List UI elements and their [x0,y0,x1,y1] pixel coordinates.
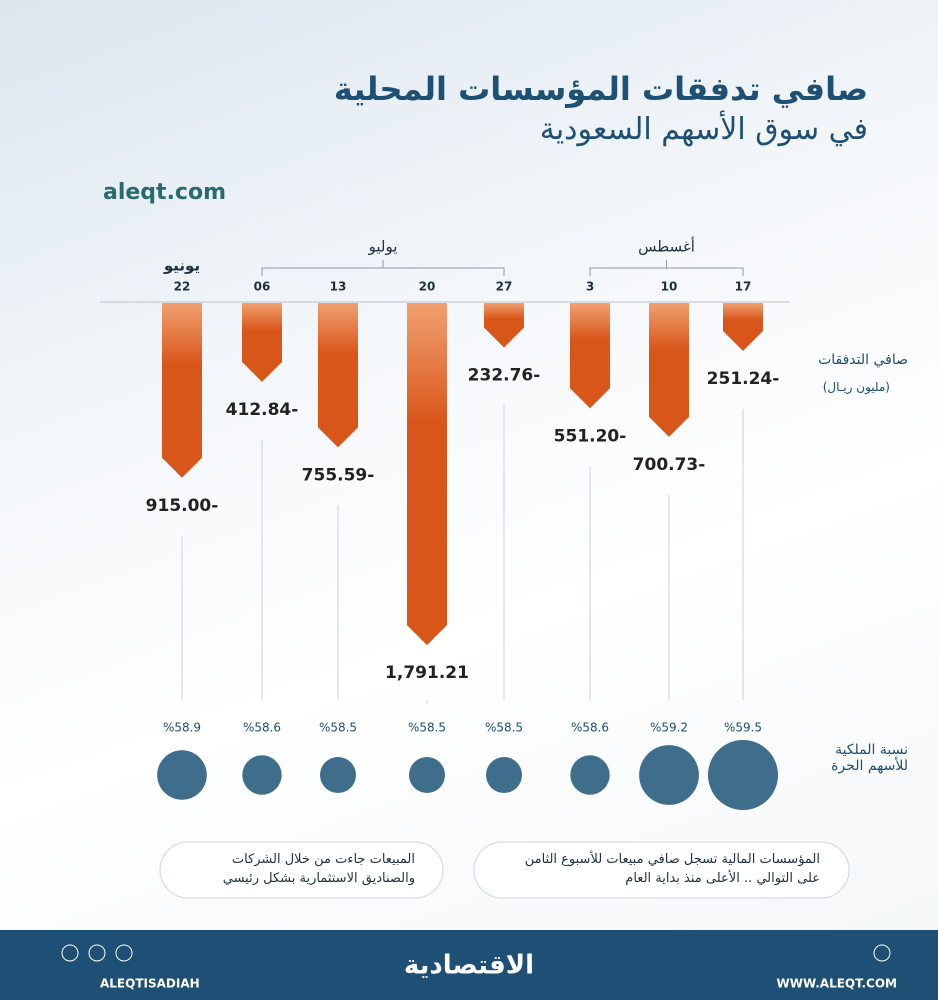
value-label: 551.20- [554,426,627,446]
footer-handle: ALEQTISADIAH [100,977,200,991]
icon-facebook[interactable] [88,944,106,962]
month-label: يوليو [368,238,398,256]
y-unit: (مليون ريـال) [822,380,890,394]
bubble [320,757,356,793]
note-box [473,841,850,899]
month-label: يونيو [163,257,200,275]
source: aleqt.com [103,180,227,205]
x-tick-label: 3 [586,280,594,294]
bubble-label: %59.2 [650,721,688,735]
x-tick-label: 10 [661,280,678,294]
icon-web[interactable] [873,944,891,962]
value-label: 412.84- [226,400,299,420]
y-label: صافي التدفقات [818,352,908,368]
value-label: 232.76- [468,365,541,385]
bubble [639,745,699,805]
icon-twitter[interactable] [115,944,133,962]
month-bracket [261,260,505,276]
x-tick-label: 27 [496,280,513,294]
footer-website: WWW.ALEQT.COM [777,977,898,991]
x-tick-label: 22 [174,280,191,294]
month-bracket [589,260,744,276]
bubble [409,757,445,793]
ownership-label: نسبة الملكية للأسهم الحرة [831,742,908,774]
bar [242,303,282,382]
bubble-label: %58.5 [319,721,357,735]
note: المبيعات جاءت من خلال الشركات والصناديق … [222,852,415,886]
bubble [157,750,207,800]
x-tick-label: 20 [419,280,436,294]
bar [649,303,689,437]
bar [570,303,610,409]
bubble [708,740,778,810]
value-label: 251.24- [707,369,780,389]
note-box [159,841,444,899]
x-tick-label: 13 [330,280,347,294]
title: صافي تدفقات المؤسسات المحلية [333,70,868,108]
bar [723,303,763,351]
bar [162,303,202,478]
x-tick-label: 17 [735,280,752,294]
value-label: 915.00- [146,496,219,516]
footer-brand: الاقتصادية [404,951,534,981]
bubble-label: %58.6 [571,721,609,735]
subtitle: في سوق الأسهم السعودية [539,112,868,147]
bar [407,303,447,646]
bubble [242,755,282,795]
value-label: 700.73- [633,455,706,475]
month-label: أغسطس [638,237,695,256]
bar [484,303,524,348]
bubble-label: %58.6 [243,721,281,735]
bar [318,303,358,448]
value-label: 1,791.21 [385,663,469,683]
bubble-label: %58.5 [485,721,523,735]
footer-band [0,930,938,1000]
value-label: 755.59- [302,465,375,485]
x-tick-label: 06 [254,280,271,294]
bubble [570,755,610,795]
bubble-label: %59.5 [724,721,762,735]
bubble-label: %58.5 [408,721,446,735]
bubble [486,757,522,793]
bubble-label: %58.9 [163,721,201,735]
icon-instagram[interactable] [61,944,79,962]
note: المؤسسات المالية تسجل صافي مبيعات للأسبو… [524,852,820,886]
